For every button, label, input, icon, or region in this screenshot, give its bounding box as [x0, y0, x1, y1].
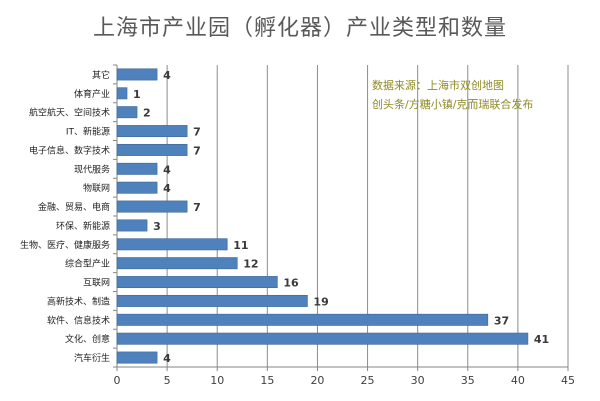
data-label: 4 [163, 69, 171, 82]
data-label: 1 [133, 88, 141, 101]
source-annotation: 数据来源：上海市双创地图 创头条/方糖小镇/克而瑞联合发布 [372, 76, 597, 114]
category-label: 综合型产业 [65, 258, 110, 270]
data-label: 7 [193, 201, 201, 214]
bar [116, 238, 228, 251]
data-label: 7 [193, 126, 201, 139]
x-tick-label: 25 [361, 374, 375, 387]
bar [116, 332, 529, 345]
category-label: 文化、创意 [65, 333, 110, 345]
data-label: 4 [163, 182, 171, 195]
category-label: 体育产业 [74, 88, 110, 100]
category-label: 现代服务 [74, 163, 110, 175]
category-label: 互联网 [83, 278, 110, 289]
category-label: 物联网 [83, 182, 110, 194]
x-tick-label: 5 [164, 374, 171, 387]
bar [116, 313, 489, 326]
category-label: 高新技术、制造 [47, 295, 110, 307]
x-tick-label: 10 [210, 374, 224, 387]
chart-title: 上海市产业园（孵化器）产业类型和数量 [92, 16, 507, 41]
source-line-1: 数据来源：上海市双创地图 [372, 79, 504, 92]
bar [116, 200, 188, 213]
category-label: 金融、贸易、电商 [38, 201, 110, 213]
data-label: 4 [163, 352, 171, 365]
bar [116, 125, 188, 138]
x-tick-label: 0 [114, 374, 121, 387]
bar [116, 162, 158, 175]
category-label: 其它 [92, 69, 110, 81]
data-label: 12 [243, 258, 258, 271]
bar [116, 68, 158, 81]
data-label: 11 [233, 239, 248, 252]
bar [116, 181, 158, 194]
bar [116, 143, 188, 156]
data-label: 19 [313, 295, 328, 308]
bar [116, 87, 128, 100]
category-label: 电子信息、数字技术 [29, 144, 110, 156]
category-label: 生物、医疗、健康服务 [20, 239, 110, 251]
x-tick-label: 15 [260, 374, 274, 387]
x-tick-label: 30 [411, 374, 425, 387]
category-label: IT、新能源 [66, 126, 110, 138]
bar [116, 276, 278, 289]
data-label: 7 [193, 144, 201, 157]
source-line-2: 创头条/方糖小镇/克而瑞联合发布 [372, 98, 534, 111]
category-label: 环保、新能源 [56, 220, 110, 232]
category-label: 软件、信息技术 [47, 314, 110, 326]
category-label: 航空航天、空间技术 [29, 107, 110, 119]
bar [116, 351, 158, 364]
data-label: 3 [153, 220, 161, 233]
x-tick-label: 45 [561, 374, 575, 387]
data-label: 37 [494, 314, 509, 327]
x-tick-label: 40 [511, 374, 525, 387]
data-label: 41 [534, 333, 549, 346]
bar [116, 106, 138, 119]
bar [116, 219, 148, 232]
bar [116, 294, 308, 307]
data-label: 2 [143, 107, 151, 120]
category-label: 汽车衍生 [74, 352, 110, 364]
x-tick-label: 35 [461, 374, 475, 387]
x-tick-label: 20 [310, 374, 324, 387]
data-label: 4 [163, 163, 171, 176]
bar [116, 257, 238, 270]
data-label: 16 [283, 277, 299, 290]
